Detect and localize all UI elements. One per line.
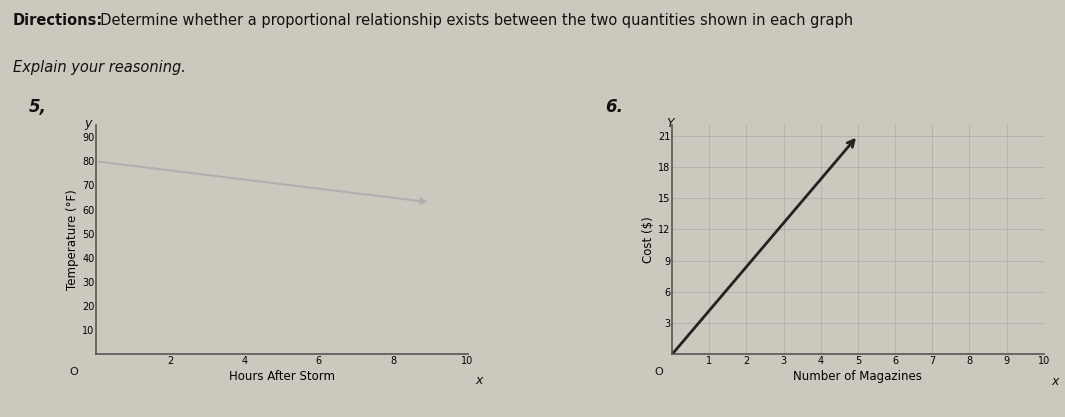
Y-axis label: Cost ($): Cost ($) (642, 216, 655, 263)
Text: Y: Y (667, 117, 674, 130)
Text: Determine whether a proportional relationship exists between the two quantities : Determine whether a proportional relatio… (91, 13, 853, 28)
Text: 5,: 5, (29, 98, 47, 116)
Text: Directions:: Directions: (13, 13, 103, 28)
Text: x: x (1051, 375, 1059, 388)
X-axis label: Number of Magazines: Number of Magazines (793, 370, 922, 383)
Text: y: y (85, 117, 92, 130)
Text: 6.: 6. (605, 98, 623, 116)
X-axis label: Hours After Storm: Hours After Storm (229, 370, 334, 383)
Text: O: O (655, 367, 663, 377)
Text: x: x (475, 374, 482, 387)
Y-axis label: Temperature (°F): Temperature (°F) (66, 189, 79, 290)
Text: O: O (69, 367, 78, 377)
Text: Explain your reasoning.: Explain your reasoning. (13, 60, 185, 75)
